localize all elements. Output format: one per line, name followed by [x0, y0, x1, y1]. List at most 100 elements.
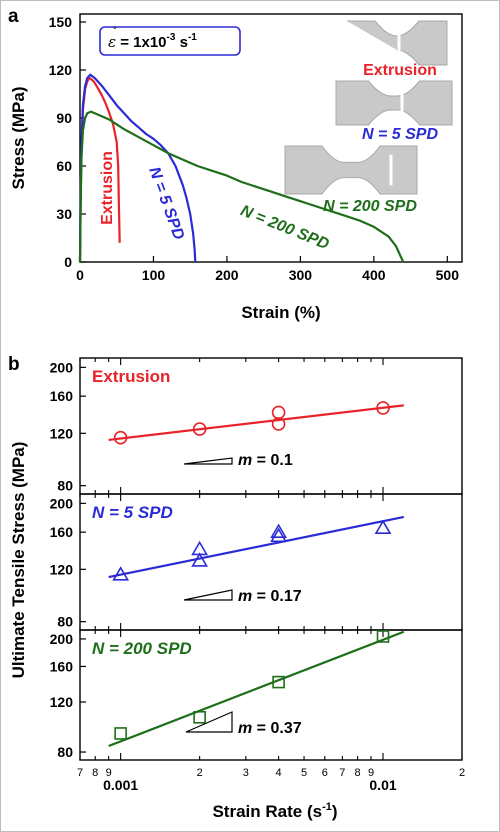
y-tick-label-a: 60: [56, 158, 72, 174]
data-point-1-0: [112, 566, 130, 581]
slope-value-0: = 0.1: [252, 452, 293, 469]
x-minor-tick-label: 7: [339, 767, 345, 779]
epsilon-symbol: ε: [108, 33, 116, 51]
x-minor-tick-label: 7: [77, 767, 83, 779]
specimen-extrusion-shape: [347, 20, 448, 66]
y-tick-label-a: 120: [49, 62, 73, 78]
specimen-label-extrusion: Extrusion: [363, 62, 437, 79]
data-point-2-1: [193, 710, 206, 724]
x-minor-tick-label: 5: [301, 767, 307, 779]
x-tick-label-a: 100: [142, 267, 166, 283]
data-point-2-0: [114, 727, 127, 740]
y-tick-label-a: 90: [56, 110, 72, 126]
curve-label-extrusion: Extrusion: [99, 151, 116, 225]
data-point-1-2: [191, 540, 209, 556]
y-tick-label-b: 120: [50, 561, 74, 577]
y-tick-label-b: 200: [50, 631, 74, 647]
x-minor-tick-label: 3: [243, 767, 249, 779]
series-label-0: Extrusion: [92, 367, 170, 386]
slope-symbol-0: m: [238, 452, 252, 469]
series-label-1: N = 5 SPD: [92, 503, 173, 522]
data-point-0-4: [376, 401, 390, 415]
x-minor-tick-label: 4: [276, 767, 282, 779]
series-line-2: [78, 110, 405, 263]
slope-label-1: m = 0.17: [238, 588, 302, 605]
x-minor-tick-label: 8: [355, 767, 361, 779]
slope-label-2: m = 0.37: [238, 720, 302, 737]
fit-line-1: [108, 515, 405, 579]
slope-symbol-1: m: [238, 588, 252, 605]
specimen-label-200spd: N = 200 SPD: [323, 198, 417, 215]
data-point-1-5: [374, 519, 392, 534]
plot-area-a: [79, 13, 463, 263]
strain-rate-exp: -3: [167, 32, 176, 43]
x-tick-label-a: 400: [362, 267, 386, 283]
x-major-tick-label: 0.01: [369, 777, 396, 793]
x-minor-tick-label: 2: [197, 767, 203, 779]
strain-rate-unit: s: [175, 34, 188, 51]
slope-label-0: m = 0.1: [238, 452, 293, 469]
x-minor-tick-label: 6: [322, 767, 328, 779]
strain-rate-unit-exp: -1: [188, 32, 197, 43]
y-axis-label-b: Ultimate Tensile Stress (MPa): [9, 442, 28, 679]
y-tick-label-a: 30: [56, 206, 72, 222]
strain-rate-label: ε = 1x10-3 s-1: [108, 32, 197, 51]
y-tick-label-b: 200: [50, 359, 74, 375]
slope-value-1: = 0.17: [252, 588, 301, 605]
data-point-2-2: [272, 675, 285, 689]
y-tick-label-a: 0: [64, 254, 72, 270]
x-axis-label-unit: (s: [307, 802, 322, 821]
slope-value-2: = 0.37: [252, 720, 301, 737]
slope-triangle-0: [183, 457, 233, 465]
x-axis-label-exp: -1: [322, 801, 332, 813]
subpanel-frame-2: [79, 629, 463, 761]
strain-rate-value: = 1x10: [116, 34, 166, 51]
y-tick-label-b: 80: [57, 478, 73, 494]
y-tick-label-b: 120: [50, 425, 74, 441]
slope-triangle-1: [183, 589, 233, 601]
y-tick-label-a: 150: [49, 14, 73, 30]
data-point-1-4: [270, 523, 288, 538]
data-point-0-0: [113, 430, 128, 445]
data-point-0-3: [271, 405, 286, 420]
subpanel-2: 80 120 160 200 N = 200 SPD m = 0.37: [50, 629, 463, 761]
specimen-5spd: [335, 80, 453, 126]
specimen-label-5spd: N = 5 SPD: [362, 126, 438, 143]
y-tick-label-b: 120: [50, 694, 74, 710]
strain-rate-box: [99, 26, 241, 56]
y-tick-label-b: 80: [57, 614, 73, 630]
fit-line-0: [108, 404, 404, 442]
curve-label-5spd: N = 5 SPD: [145, 165, 187, 243]
y-axis-label-a: Stress (MPa): [9, 87, 28, 190]
series-line-1: [78, 73, 197, 263]
panel-label-b: b: [8, 354, 20, 375]
x-minor-tick-label: 9: [106, 767, 112, 779]
subpanel-1: 80 120 160 200 N = 5 SPD m = 0.17: [50, 493, 463, 631]
x-axis-label-close: ): [332, 802, 338, 821]
x-minor-tick-label: 9: [368, 767, 374, 779]
specimen-200spd: [284, 145, 418, 195]
x-major-tick-label: 0.001: [103, 777, 138, 793]
epsilon-dot: °: [113, 25, 117, 35]
fit-line-2: [108, 630, 405, 748]
x-tick-label-a: 500: [436, 267, 460, 283]
y-tick-label-b: 160: [50, 388, 74, 404]
panel-a: a 0 30 60 90 120 150 0 100 200 300 400 500 Strain (%)…: [8, 6, 463, 322]
data-point-1-1: [191, 552, 209, 567]
y-tick-label-b: 200: [50, 495, 74, 511]
slope-triangle-2: [185, 711, 233, 733]
x-axis-label-a: Strain (%): [241, 303, 320, 322]
subpanel-0: 80 120 160 200 Extrusion m = 0.1: [50, 357, 463, 495]
y-tick-label-b: 80: [57, 744, 73, 760]
data-point-1-3: [270, 527, 288, 543]
y-tick-label-b: 160: [50, 658, 74, 674]
x-minor-tick-label: 2: [459, 767, 465, 779]
panel-b: b 80 120 160 200 Extrusion m = 0.1 80 120 160 200 N…: [8, 354, 465, 821]
specimen-5spd-shape: [335, 80, 453, 126]
series-label-2: N = 200 SPD: [92, 639, 192, 658]
slope-symbol-2: m: [238, 720, 252, 737]
x-axis-label-text: Strain Rate: [212, 802, 306, 821]
x-axis-label-b: Strain Rate (s-1): [212, 801, 337, 821]
x-tick-label-a: 0: [76, 267, 84, 283]
panel-label-a: a: [8, 6, 19, 27]
